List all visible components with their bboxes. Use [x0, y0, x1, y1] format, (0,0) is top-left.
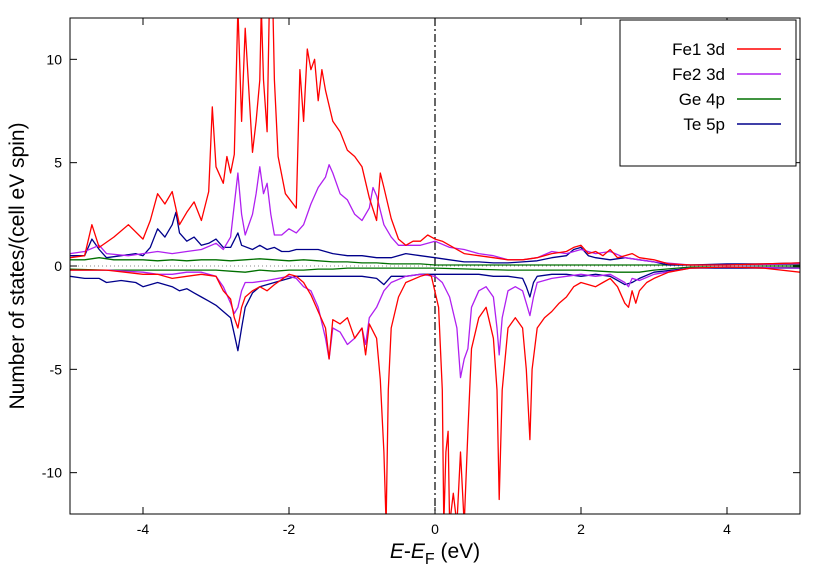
x-tick-label: -4 — [137, 521, 150, 537]
legend-label: Ge 4p — [679, 90, 725, 109]
y-tick-label: 10 — [46, 51, 62, 67]
series-line-fe2-3d-up — [70, 164, 800, 266]
y-tick-label: -10 — [42, 465, 62, 481]
x-axis-title-e2: E — [411, 540, 426, 563]
y-tick-label: 0 — [54, 258, 62, 274]
y-tick-label: 5 — [54, 155, 62, 171]
series-lines — [70, 18, 800, 514]
x-tick-label: 4 — [723, 521, 731, 537]
series-line-te-5p-down — [70, 267, 800, 352]
x-axis-title-minus: - — [404, 540, 411, 563]
legend: Fe1 3d Fe2 3d Ge 4p Te 5p — [619, 19, 797, 167]
y-axis: -10 -5 0 5 10 — [42, 51, 800, 481]
x-tick-label: 2 — [577, 521, 585, 537]
legend-label: Fe2 3d — [672, 65, 725, 84]
legend-label: Te 5p — [683, 115, 725, 134]
series-line-fe2-3d-down — [70, 266, 800, 379]
series-line-fe1-3d-up — [70, 18, 800, 266]
series-line-ge-4p-down — [70, 266, 800, 273]
x-axis-title-unit: (eV) — [435, 540, 481, 563]
x-tick-label: 0 — [431, 521, 439, 537]
y-tick-label: -5 — [50, 361, 63, 377]
legend-box — [619, 19, 797, 167]
series-line-te-5p-up — [70, 211, 800, 266]
x-axis-title-e: E — [390, 540, 405, 563]
series-line-fe1-3d-down — [70, 266, 800, 514]
series-line-ge-4p-up — [70, 257, 800, 266]
x-axis: -4 -2 0 2 4 — [137, 18, 731, 537]
x-axis-title: E-EF (eV) — [390, 540, 480, 568]
x-axis-title-sub: F — [425, 551, 435, 568]
y-axis-title: Number of states/(cell eV spin) — [6, 122, 29, 409]
x-tick-label: -2 — [283, 521, 296, 537]
legend-label: Fe1 3d — [672, 40, 725, 59]
